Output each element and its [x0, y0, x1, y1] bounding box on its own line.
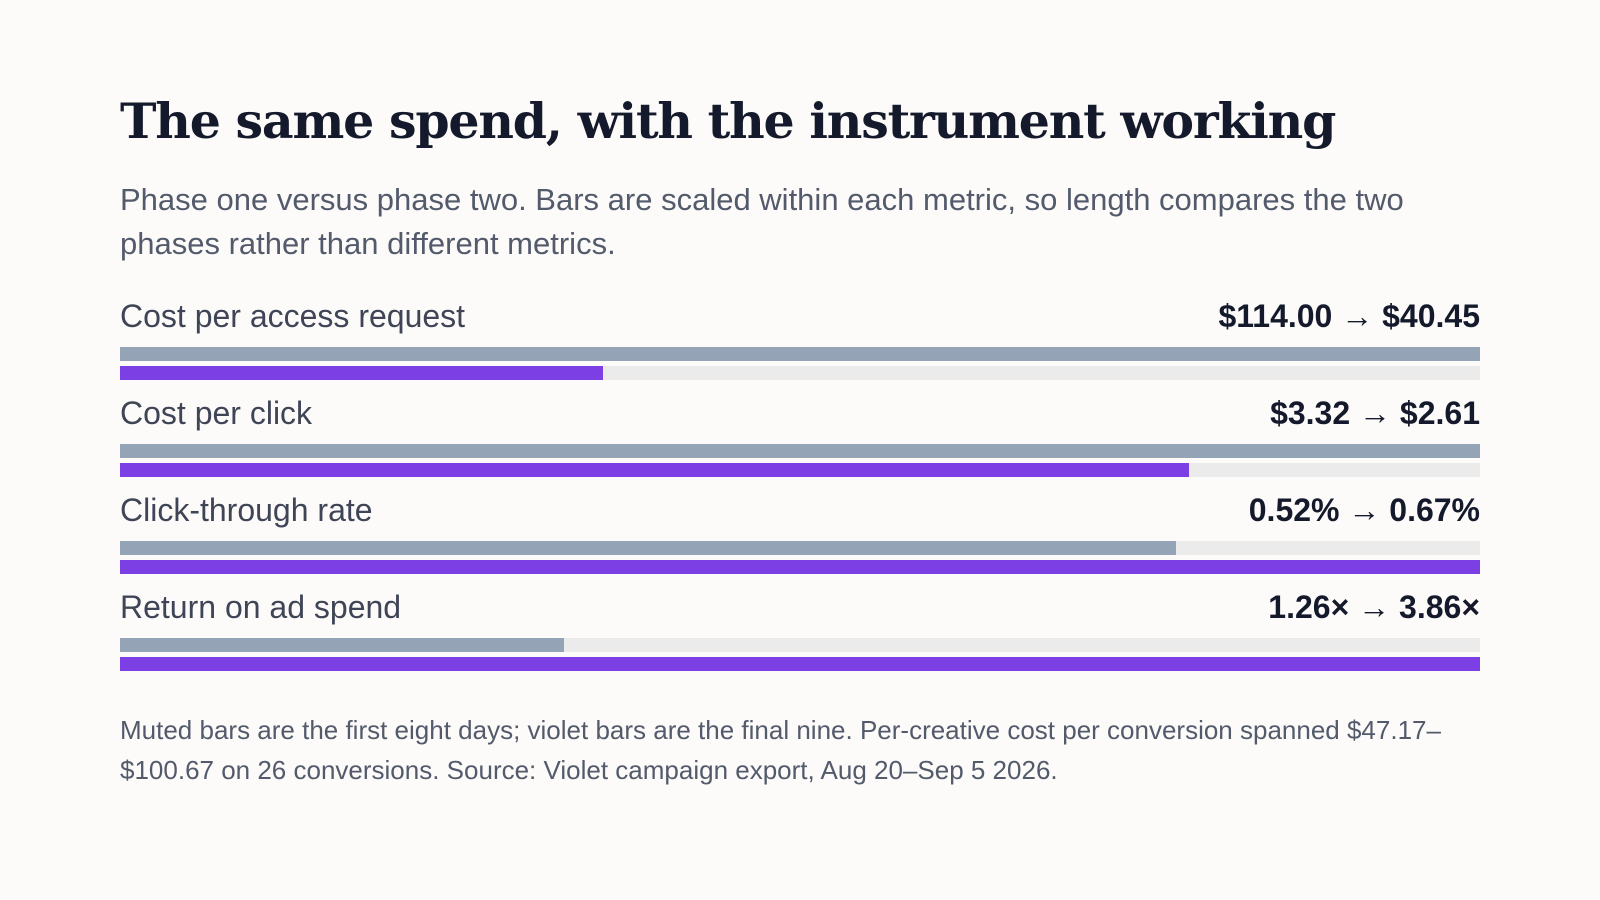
metric-value-label: $114.00 → $40.45: [1218, 298, 1480, 334]
bar-track-before: [120, 444, 1480, 458]
bar-after-phase: [120, 366, 603, 380]
metric-label: Return on ad spend: [120, 589, 402, 625]
metric-value-label: 0.52% → 0.67%: [1248, 492, 1480, 528]
metric-label: Cost per click: [120, 395, 313, 431]
metric-label: Click-through rate: [120, 492, 373, 528]
bar-track-before: [120, 347, 1480, 361]
metric-value-label: 1.26× → 3.86×: [1268, 589, 1480, 625]
bar-before-phase: [120, 638, 564, 652]
metric-row: Cost per click $3.32 → $2.61: [120, 395, 1480, 477]
bar-after-phase: [120, 463, 1189, 477]
chart-footnote: Muted bars are the first eight days; vio…: [120, 715, 1441, 785]
metric-row: Cost per access request $114.00 → $40.45: [120, 298, 1480, 380]
bar-before-phase: [120, 347, 1480, 361]
bar-track-after: [120, 560, 1480, 574]
bar-track-after: [120, 463, 1480, 477]
bar-chart: Cost per access request $114.00 → $40.45 C…: [120, 298, 1480, 688]
bar-track-before: [120, 638, 1480, 652]
bar-track-after: [120, 366, 1480, 380]
chart-slide: The same spend, with the instrument work…: [120, 0, 1480, 900]
chart-title: The same spend, with the instrument work…: [120, 92, 1336, 150]
metric-label: Cost per access request: [120, 298, 466, 334]
bar-after-phase: [120, 657, 1480, 671]
bar-track-after: [120, 657, 1480, 671]
bar-before-phase: [120, 444, 1480, 458]
metric-row: Click-through rate 0.52% → 0.67%: [120, 492, 1480, 574]
bar-after-phase: [120, 560, 1480, 574]
metric-value-label: $3.32 → $2.61: [1270, 395, 1480, 431]
chart-subtitle: Phase one versus phase two. Bars are sca…: [120, 182, 1404, 261]
bar-track-before: [120, 541, 1480, 555]
metric-row: Return on ad spend 1.26× → 3.86×: [120, 589, 1480, 671]
bar-before-phase: [120, 541, 1176, 555]
